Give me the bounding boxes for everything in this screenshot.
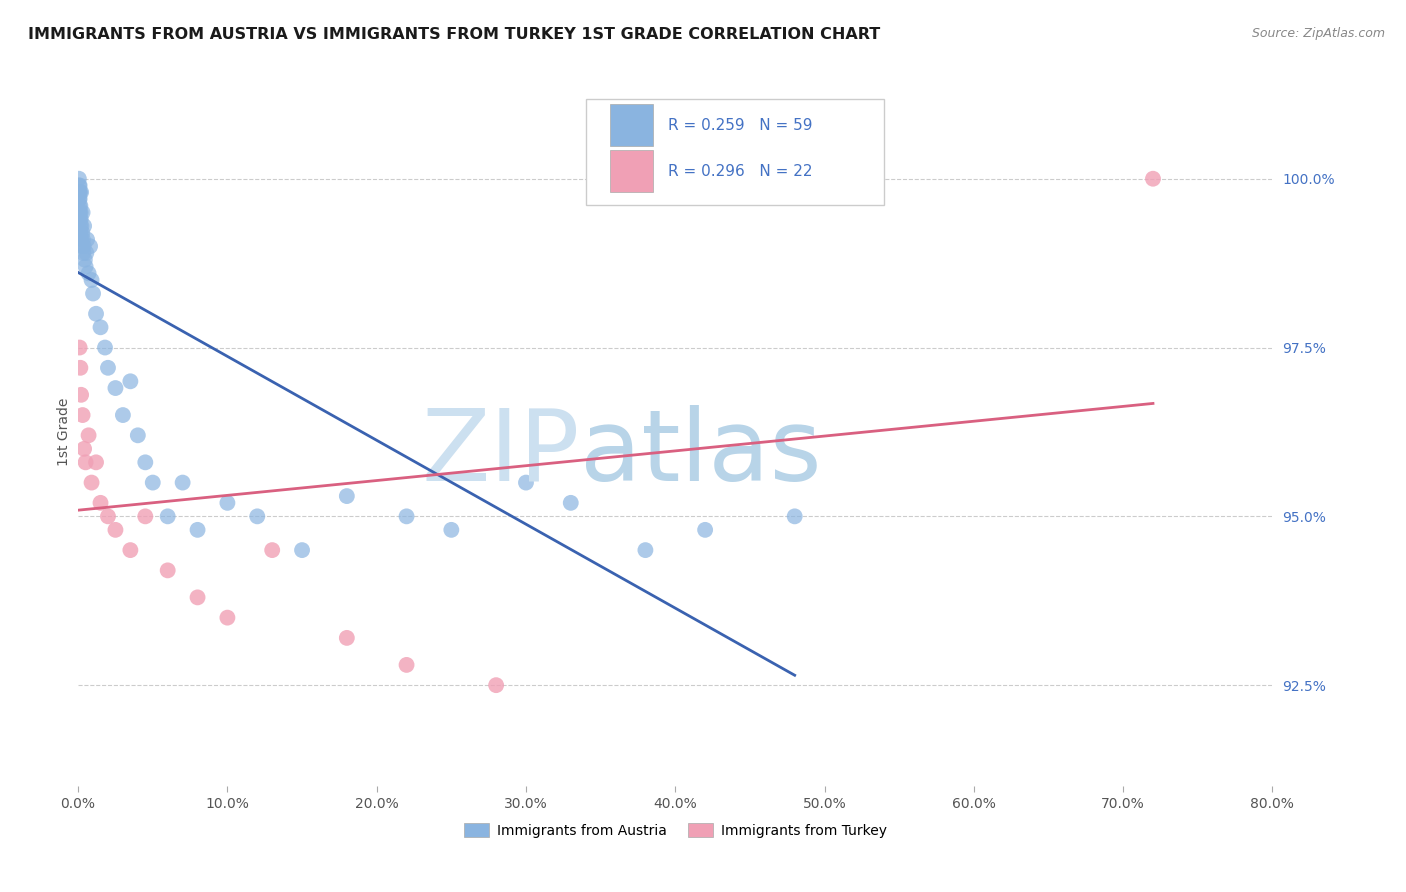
Point — [69, 341, 91, 355]
Point — [75, 260, 97, 274]
Point — [75, 455, 97, 469]
Point — [120, 543, 142, 558]
Point — [97, 509, 120, 524]
Point — [246, 509, 269, 524]
Point — [80, 273, 103, 287]
Point — [67, 178, 90, 193]
Point — [69, 178, 91, 193]
Legend: Immigrants from Austria, Immigrants from Turkey: Immigrants from Austria, Immigrants from… — [458, 817, 893, 843]
Point — [75, 246, 97, 260]
Point — [695, 523, 717, 537]
Point — [142, 475, 165, 490]
Point — [72, 408, 94, 422]
Point — [336, 489, 359, 503]
Point — [70, 186, 93, 200]
Point — [77, 266, 100, 280]
Point — [67, 199, 90, 213]
Point — [67, 186, 90, 200]
Point — [634, 543, 657, 558]
Point — [67, 186, 90, 200]
Point — [104, 381, 127, 395]
Point — [89, 496, 111, 510]
Point — [291, 543, 314, 558]
Point — [84, 307, 107, 321]
Point — [72, 205, 94, 219]
Point — [111, 408, 134, 422]
Point — [156, 563, 179, 577]
Point — [172, 475, 194, 490]
Point — [560, 496, 582, 510]
FancyBboxPatch shape — [610, 104, 652, 146]
Point — [127, 428, 149, 442]
Point — [70, 388, 93, 402]
Point — [73, 252, 96, 267]
Text: IMMIGRANTS FROM AUSTRIA VS IMMIGRANTS FROM TURKEY 1ST GRADE CORRELATION CHART: IMMIGRANTS FROM AUSTRIA VS IMMIGRANTS FR… — [28, 27, 880, 42]
Point — [69, 205, 91, 219]
Point — [69, 219, 91, 233]
Point — [783, 509, 806, 524]
Point — [67, 171, 90, 186]
Text: R = 0.296   N = 22: R = 0.296 N = 22 — [668, 164, 813, 179]
Point — [79, 239, 101, 253]
Point — [69, 212, 91, 227]
Point — [440, 523, 463, 537]
Point — [70, 232, 93, 246]
Point — [104, 523, 127, 537]
Point — [69, 205, 91, 219]
Point — [97, 360, 120, 375]
Point — [217, 496, 239, 510]
Point — [69, 205, 91, 219]
Point — [69, 192, 91, 206]
Point — [69, 226, 91, 240]
Point — [77, 428, 100, 442]
Text: R = 0.259   N = 59: R = 0.259 N = 59 — [668, 118, 813, 133]
Point — [67, 192, 90, 206]
Point — [73, 442, 96, 456]
Point — [72, 226, 94, 240]
Point — [485, 678, 508, 692]
Point — [515, 475, 537, 490]
Point — [69, 186, 91, 200]
Point — [395, 657, 418, 672]
FancyBboxPatch shape — [610, 151, 652, 193]
Y-axis label: 1st Grade: 1st Grade — [58, 398, 72, 467]
Point — [69, 360, 91, 375]
Point — [70, 219, 93, 233]
Point — [73, 239, 96, 253]
Text: ZIP: ZIP — [422, 405, 579, 501]
Point — [217, 610, 239, 624]
Point — [187, 523, 209, 537]
Point — [80, 475, 103, 490]
Point — [89, 320, 111, 334]
Point — [72, 246, 94, 260]
Point — [94, 341, 117, 355]
Point — [69, 212, 91, 227]
Text: Source: ZipAtlas.com: Source: ZipAtlas.com — [1251, 27, 1385, 40]
Point — [336, 631, 359, 645]
Point — [76, 232, 98, 246]
Point — [73, 219, 96, 233]
Point — [70, 239, 93, 253]
Text: atlas: atlas — [579, 405, 821, 501]
Point — [134, 509, 156, 524]
Point — [82, 286, 104, 301]
Point — [262, 543, 284, 558]
Point — [395, 509, 418, 524]
Point — [120, 374, 142, 388]
Point — [187, 591, 209, 605]
Point — [84, 455, 107, 469]
Point — [69, 199, 91, 213]
Point — [134, 455, 156, 469]
Point — [1142, 171, 1164, 186]
Point — [156, 509, 179, 524]
Point — [72, 232, 94, 246]
FancyBboxPatch shape — [586, 99, 884, 205]
